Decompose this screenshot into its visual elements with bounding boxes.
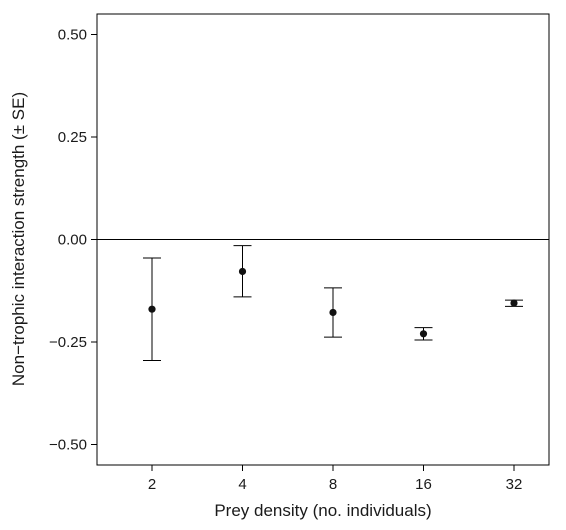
data-point-group <box>505 299 523 307</box>
data-point <box>510 299 518 307</box>
data-point <box>419 330 428 338</box>
y-tick-label: 0.25 <box>58 129 87 146</box>
y-tick-label: 0.00 <box>58 232 87 249</box>
data-point-group <box>143 257 161 361</box>
x-axis: 2 4 8 16 32 <box>148 465 523 493</box>
data-marks <box>143 245 523 361</box>
y-tick-label: −0.25 <box>49 334 87 351</box>
x-tick-label: 8 <box>329 476 337 493</box>
y-tick-label: 0.50 <box>58 27 87 44</box>
x-tick-label: 16 <box>415 476 432 493</box>
data-point <box>329 308 337 317</box>
data-point-group <box>414 327 433 341</box>
data-point <box>148 305 156 313</box>
data-point <box>238 267 247 276</box>
x-tick-label: 4 <box>238 476 246 493</box>
x-tick-label: 32 <box>506 476 523 493</box>
x-axis-title: Prey density (no. individuals) <box>214 501 431 520</box>
y-axis-title: Non−trophic interaction strength (± SE) <box>9 92 28 386</box>
data-point-group <box>233 245 252 298</box>
x-tick-label: 2 <box>148 476 156 493</box>
data-point-group <box>324 287 342 338</box>
y-axis: −0.50 −0.25 0.00 0.25 0.50 <box>49 27 97 454</box>
y-tick-label: −0.50 <box>49 437 87 454</box>
